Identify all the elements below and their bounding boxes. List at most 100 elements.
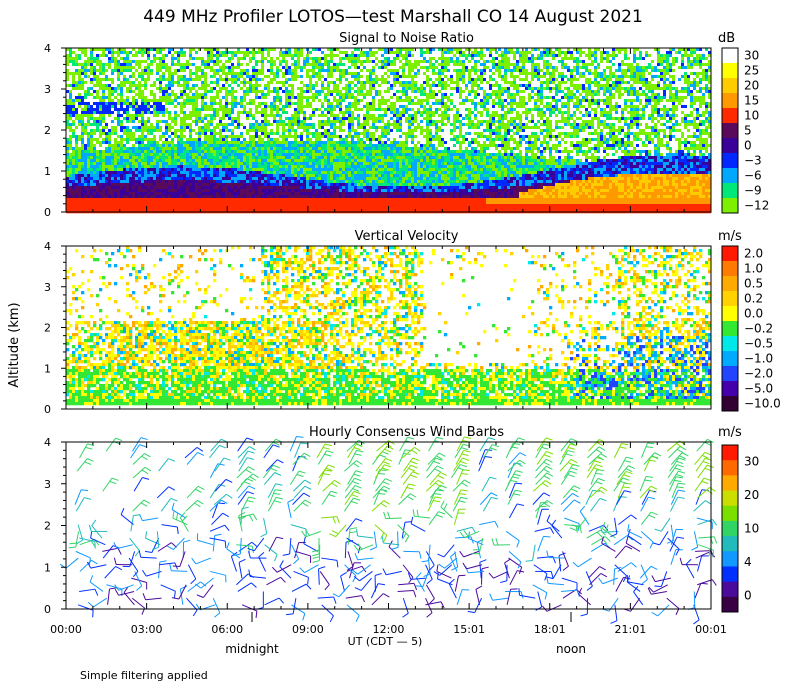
wind-barb-feather: [183, 539, 191, 543]
wind-barb: [481, 477, 491, 492]
panel-frame: [65, 47, 712, 213]
wind-barb-feather: [407, 495, 414, 501]
wind-barb-feather: [120, 507, 125, 515]
y-tick-label: 0: [44, 603, 51, 616]
wind-barb: [670, 524, 675, 541]
wind-barb-feather: [516, 540, 520, 548]
wind-barb: [585, 571, 593, 587]
wind-barb: [237, 582, 252, 592]
wind-barb: [560, 493, 573, 505]
wind-barb-feather: [434, 482, 442, 488]
colorbar-swatch: [722, 78, 738, 94]
wind-barb: [202, 584, 214, 598]
wind-barb: [639, 485, 652, 499]
wind-barb-feather: [277, 459, 284, 464]
wind-barb: [519, 594, 536, 599]
wind-barb-feather: [139, 444, 147, 448]
wind-barb: [156, 486, 170, 499]
wind-barb: [482, 497, 492, 512]
wind-barb-feather: [346, 566, 354, 571]
colorbar-label: −6: [744, 169, 762, 183]
wind-barb-feather: [517, 561, 522, 569]
wind-barb-feather: [218, 483, 226, 487]
wind-barb-feather: [713, 536, 718, 544]
wind-barb-feather: [197, 451, 205, 456]
wind-barb-feather: [353, 473, 361, 477]
wind-barb-feather: [145, 531, 148, 539]
wind-barb-feather: [651, 575, 656, 582]
wind-barb: [400, 465, 412, 479]
wind-barb: [562, 499, 575, 512]
wind-barb-feather: [152, 546, 159, 551]
wind-barb: [426, 457, 437, 472]
wind-barb-feather: [593, 467, 601, 471]
wind-barb: [258, 556, 267, 572]
wind-barb: [694, 583, 702, 599]
colorbar-swatch: [722, 381, 738, 397]
wind-barb: [618, 456, 627, 472]
wind-barb: [335, 524, 347, 538]
wind-barb-feather: [516, 462, 523, 467]
wind-barb-feather: [499, 580, 508, 584]
wind-barb-feather: [438, 452, 446, 457]
colorbar-swatch: [722, 138, 738, 154]
wind-barb-feather: [271, 566, 278, 573]
wind-barb: [75, 497, 85, 512]
wind-barb: [425, 597, 433, 613]
wind-barb-feather: [76, 539, 83, 545]
wind-barb: [533, 480, 546, 492]
wind-barb-feather: [437, 479, 445, 485]
wind-barb: [185, 500, 198, 512]
wind-barb-feather: [301, 530, 307, 538]
wind-barb-feather: [416, 509, 419, 517]
wind-barb: [535, 458, 547, 472]
wind-barb: [211, 502, 219, 519]
colorbar-label: 20: [744, 79, 759, 93]
wind-barb-feather: [565, 453, 573, 457]
wind-barb: [578, 593, 591, 606]
wind-barb-feather: [693, 619, 700, 625]
wind-barb-feather: [457, 467, 465, 471]
wind-barb-feather: [516, 503, 525, 507]
wind-barb-feather: [113, 542, 118, 549]
wind-barb: [587, 457, 597, 472]
wind-barb: [425, 479, 439, 492]
wind-barb-feather: [448, 578, 455, 585]
wind-barb-feather: [649, 541, 654, 549]
wind-barb-feather: [325, 467, 333, 472]
wind-barb-feather: [707, 438, 714, 443]
wind-barb: [537, 536, 544, 552]
wind-barb: [614, 564, 627, 577]
wind-barb-feather: [711, 579, 717, 586]
wind-barb-feather: [305, 529, 310, 536]
wind-barb: [303, 543, 318, 552]
wind-barb: [145, 597, 162, 601]
colorbar-swatch: [722, 276, 738, 292]
wind-barb-feather: [114, 588, 119, 596]
colorbar-label: 25: [744, 64, 759, 78]
wind-barb: [293, 485, 306, 499]
wind-barb-feather: [572, 561, 579, 568]
colorbar-label: −9: [744, 184, 762, 198]
wind-barb: [238, 515, 243, 532]
wind-barb-feather: [239, 515, 247, 521]
wind-barb: [602, 530, 619, 533]
wind-barb-feather: [385, 478, 392, 482]
wind-barb: [388, 546, 401, 559]
wind-barb-feather: [415, 585, 424, 587]
wind-barb-feather: [114, 584, 120, 591]
wind-barb-feather: [595, 464, 603, 468]
wind-barb-feather: [513, 493, 521, 496]
wind-barb: [374, 464, 385, 479]
wind-barb-feather: [247, 547, 255, 552]
wind-barb-feather: [117, 548, 122, 555]
colorbar-label: −0.2: [744, 322, 773, 336]
wind-barb-feather: [705, 500, 712, 505]
wind-barb-feather: [434, 493, 442, 495]
wind-barb-feather: [436, 564, 439, 572]
wind-barb: [372, 485, 385, 499]
wind-barb: [75, 531, 80, 548]
x-tick-label: 12:00: [373, 623, 405, 636]
wind-barb-feather: [140, 437, 148, 441]
wind-barb: [397, 524, 410, 537]
